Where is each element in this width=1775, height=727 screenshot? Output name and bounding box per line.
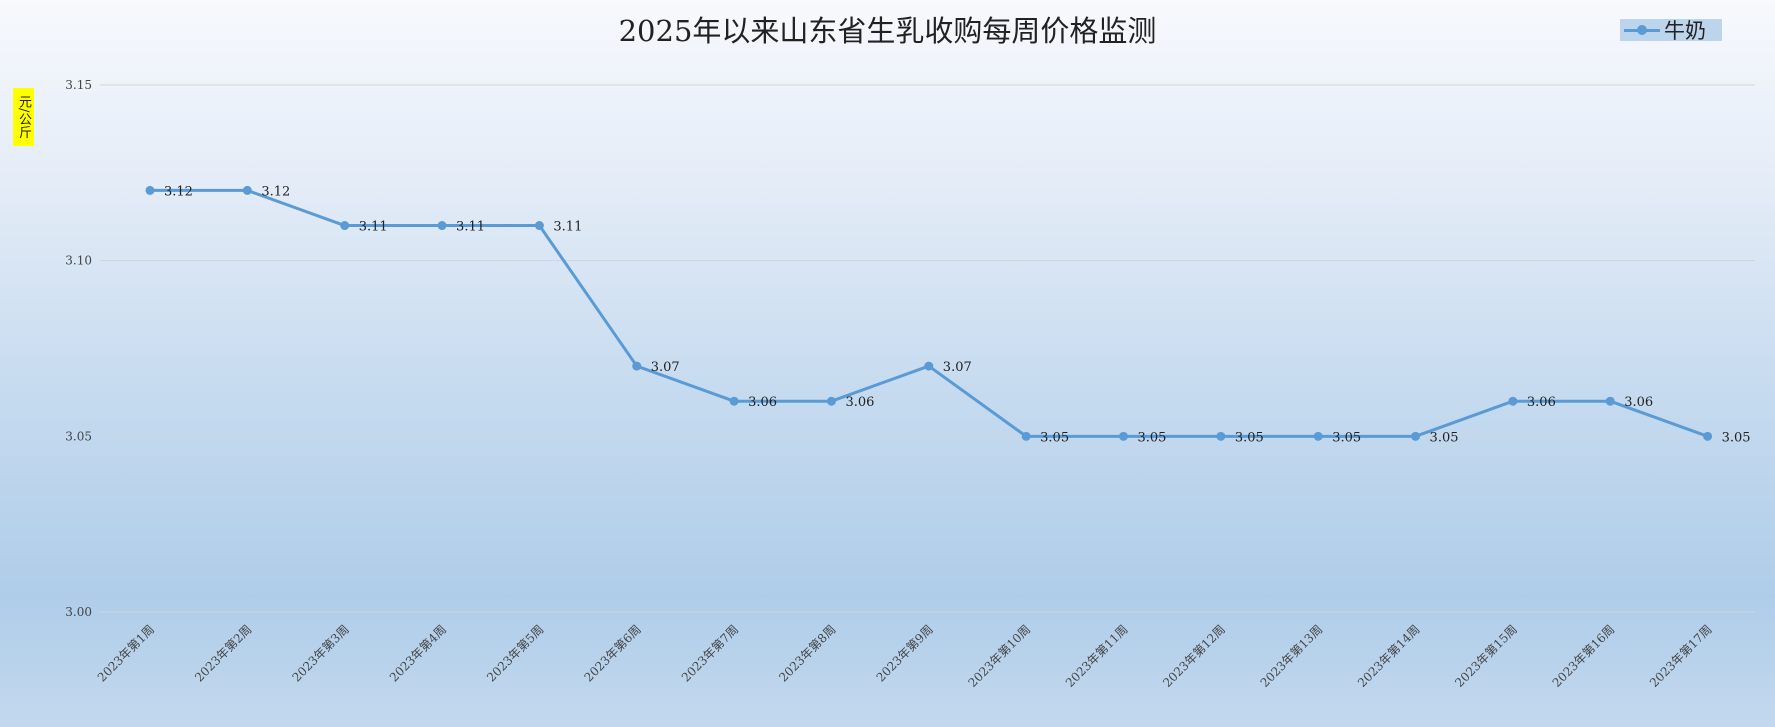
data-label: 3.12 bbox=[261, 184, 290, 199]
data-label: 3.06 bbox=[845, 395, 874, 410]
y-tick-label: 3.10 bbox=[65, 254, 92, 268]
data-point bbox=[1021, 431, 1031, 441]
data-label: 3.06 bbox=[1624, 395, 1653, 410]
data-point bbox=[1508, 396, 1518, 406]
x-tick-label: 2023年第17周 bbox=[1647, 622, 1715, 690]
y-tick-label: 3.05 bbox=[65, 429, 92, 443]
x-tick-label: 2023年第16周 bbox=[1550, 622, 1618, 690]
data-label: 3.05 bbox=[1138, 430, 1167, 445]
x-tick-label: 2023年第9周 bbox=[874, 622, 936, 684]
data-label: 3.06 bbox=[1527, 395, 1556, 410]
chart-title: 2025年以来山东省生乳收购每周价格监测 bbox=[618, 14, 1157, 48]
data-point bbox=[1313, 431, 1323, 441]
legend[interactable]: 牛奶 bbox=[1620, 19, 1722, 43]
data-point bbox=[145, 185, 155, 195]
data-point bbox=[729, 396, 739, 406]
y-tick-label: 3.00 bbox=[65, 605, 92, 619]
x-tick-label: 2023年第7周 bbox=[679, 622, 741, 684]
data-point bbox=[242, 185, 252, 195]
data-label: 3.06 bbox=[748, 395, 777, 410]
data-label: 3.11 bbox=[456, 220, 485, 235]
data-label: 3.05 bbox=[1332, 430, 1361, 445]
x-tick-label: 2023年第5周 bbox=[484, 622, 546, 684]
x-tick-label: 2023年第10周 bbox=[966, 622, 1034, 690]
x-tick-label: 2023年第2周 bbox=[192, 622, 254, 684]
legend-label: 牛奶 bbox=[1664, 19, 1706, 43]
data-point bbox=[1605, 396, 1615, 406]
data-label: 3.05 bbox=[1430, 430, 1459, 445]
x-tick-label: 2023年第11周 bbox=[1063, 622, 1131, 690]
data-point bbox=[1216, 431, 1226, 441]
legend-line-marker-icon bbox=[1620, 19, 1664, 41]
y-tick-label: 3.15 bbox=[65, 78, 92, 92]
data-label: 3.05 bbox=[1235, 430, 1264, 445]
data-point bbox=[1411, 431, 1421, 441]
data-point bbox=[924, 361, 934, 371]
x-tick-label: 2023年第14周 bbox=[1355, 622, 1423, 690]
data-point bbox=[826, 396, 836, 406]
x-tick-label: 2023年第1周 bbox=[95, 622, 157, 684]
data-label: 3.07 bbox=[651, 360, 680, 375]
data-label: 3.05 bbox=[1722, 430, 1751, 445]
data-label: 3.07 bbox=[943, 360, 972, 375]
data-point bbox=[1119, 431, 1128, 441]
data-label: 3.05 bbox=[1040, 430, 1069, 445]
y-axis-unit-label: 元/公斤 bbox=[13, 88, 34, 146]
data-label: 3.11 bbox=[359, 220, 388, 235]
data-point bbox=[1703, 431, 1713, 441]
x-tick-label: 2023年第3周 bbox=[289, 622, 351, 684]
data-point bbox=[632, 361, 642, 371]
x-tick-label: 2023年第15周 bbox=[1452, 622, 1520, 690]
x-tick-label: 2023年第4周 bbox=[387, 622, 449, 684]
x-tick-label: 2023年第6周 bbox=[582, 622, 644, 684]
data-point bbox=[340, 221, 350, 231]
x-tick-label: 2023年第8周 bbox=[776, 622, 838, 684]
x-tick-label: 2023年第12周 bbox=[1160, 622, 1228, 690]
data-point bbox=[437, 221, 447, 231]
x-tick-label: 2023年第13周 bbox=[1258, 622, 1326, 690]
data-point bbox=[534, 221, 544, 231]
data-label: 3.12 bbox=[164, 184, 193, 199]
data-label: 3.11 bbox=[553, 220, 582, 235]
